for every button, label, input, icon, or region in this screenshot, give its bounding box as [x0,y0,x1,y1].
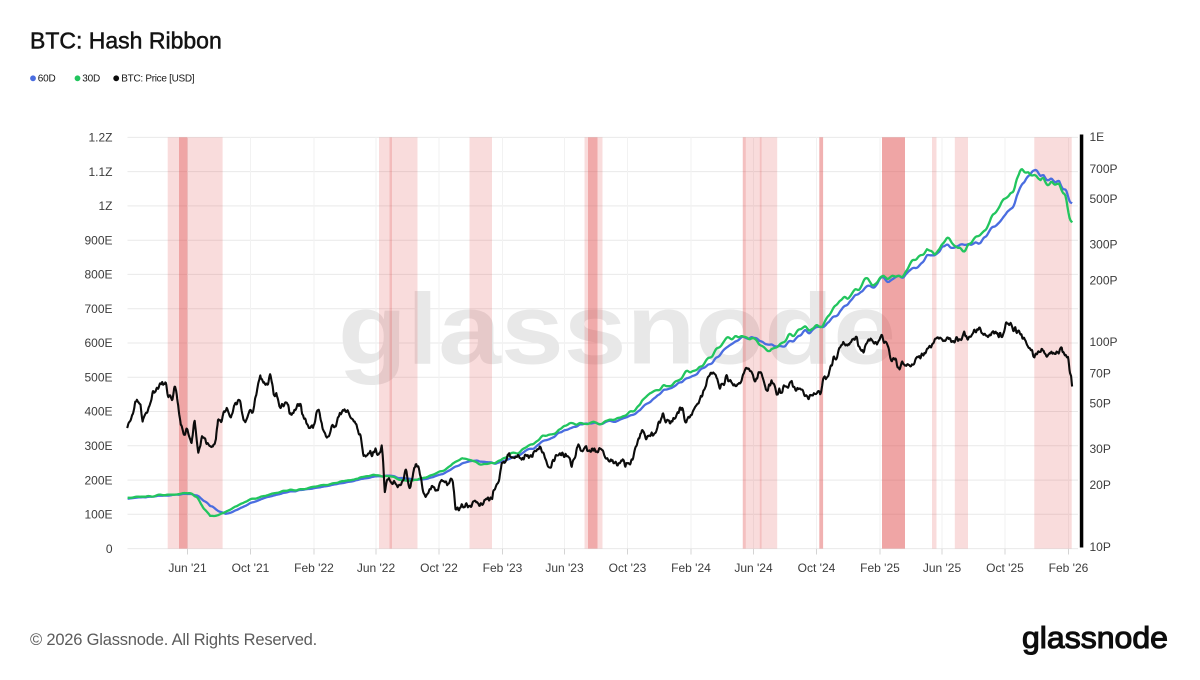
svg-text:glassnode: glassnode [1022,620,1168,655]
svg-text:Oct '25: Oct '25 [986,561,1024,575]
svg-text:500E: 500E [84,370,112,384]
svg-text:Oct '21: Oct '21 [232,561,270,575]
svg-text:Jun '24: Jun '24 [734,561,773,575]
svg-text:1.1Z: 1.1Z [88,165,112,179]
svg-text:60D: 60D [38,74,56,85]
svg-text:800E: 800E [84,268,112,282]
svg-text:Oct '23: Oct '23 [609,561,647,575]
svg-text:30D: 30D [82,74,100,85]
svg-text:300P: 300P [1090,237,1118,251]
svg-text:200E: 200E [84,473,112,487]
svg-text:glassnode: glassnode [338,274,896,386]
svg-text:600E: 600E [84,336,112,350]
svg-text:© 2026 Glassnode. All Rights R: © 2026 Glassnode. All Rights Reserved. [30,631,317,649]
svg-text:Jun '22: Jun '22 [357,561,396,575]
svg-text:Feb '25: Feb '25 [860,561,900,575]
svg-text:Feb '22: Feb '22 [294,561,334,575]
svg-text:50P: 50P [1090,397,1111,411]
svg-text:Jun '25: Jun '25 [923,561,962,575]
svg-text:30P: 30P [1090,442,1111,456]
svg-text:400E: 400E [84,405,112,419]
svg-text:1E: 1E [1090,130,1105,144]
svg-text:Feb '23: Feb '23 [483,561,523,575]
svg-text:700E: 700E [84,302,112,316]
svg-text:0: 0 [106,542,113,556]
svg-text:Oct '22: Oct '22 [420,561,458,575]
svg-text:Feb '24: Feb '24 [671,561,711,575]
svg-text:10P: 10P [1090,540,1111,554]
svg-text:BTC: Hash Ribbon: BTC: Hash Ribbon [30,28,222,54]
svg-text:Feb '26: Feb '26 [1049,561,1089,575]
svg-text:100E: 100E [84,508,112,522]
svg-text:1.2Z: 1.2Z [88,131,112,145]
svg-text:700P: 700P [1090,162,1118,176]
svg-text:100P: 100P [1090,335,1118,349]
svg-text:Oct '24: Oct '24 [798,561,836,575]
svg-text:200P: 200P [1090,273,1118,287]
svg-text:70P: 70P [1090,367,1111,381]
svg-text:20P: 20P [1090,478,1111,492]
svg-text:900E: 900E [84,233,112,247]
svg-text:1Z: 1Z [98,199,112,213]
svg-text:BTC: Price [USD]: BTC: Price [USD] [121,74,195,85]
svg-text:Jun '21: Jun '21 [168,561,207,575]
svg-text:Jun '23: Jun '23 [545,561,584,575]
svg-text:500P: 500P [1090,192,1118,206]
svg-text:300E: 300E [84,439,112,453]
